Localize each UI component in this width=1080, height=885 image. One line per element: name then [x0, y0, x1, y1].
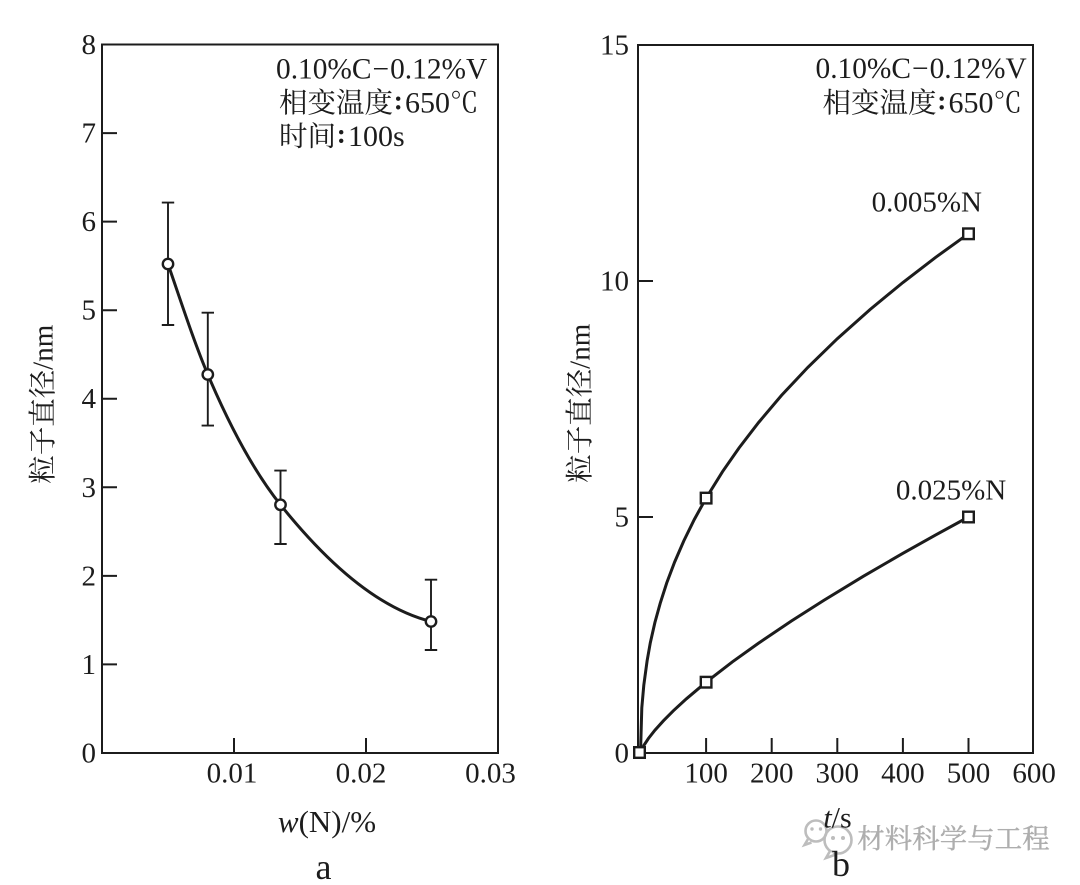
svg-text:0.03: 0.03: [465, 758, 516, 790]
svg-text:0: 0: [82, 738, 97, 770]
svg-text:200: 200: [750, 758, 794, 790]
svg-text:100: 100: [684, 758, 728, 790]
svg-text:650: 650: [405, 87, 450, 120]
svg-text:w(N)/%: w(N)/%: [278, 804, 376, 839]
svg-text:0.10%C−0.12%V: 0.10%C−0.12%V: [276, 54, 487, 86]
svg-text:0.02: 0.02: [336, 758, 387, 790]
svg-text:600: 600: [1012, 758, 1056, 790]
svg-text:b: b: [832, 844, 850, 884]
svg-text:300: 300: [816, 758, 860, 790]
svg-text:500: 500: [947, 758, 991, 790]
svg-text:1: 1: [82, 649, 97, 681]
svg-text:650: 650: [949, 87, 994, 120]
svg-text:10: 10: [600, 266, 629, 298]
svg-text:2: 2: [82, 560, 97, 592]
svg-text:/nm: /nm: [28, 324, 60, 370]
svg-text:0.005%N: 0.005%N: [872, 187, 982, 219]
svg-text:15: 15: [600, 30, 629, 62]
svg-text:100s: 100s: [348, 120, 405, 153]
svg-text:400: 400: [881, 758, 925, 790]
svg-text:5: 5: [615, 502, 630, 534]
svg-text:0.01: 0.01: [207, 758, 258, 790]
svg-text:0.025%N: 0.025%N: [896, 475, 1006, 507]
svg-text:t/s: t/s: [823, 802, 851, 835]
svg-text:0: 0: [615, 738, 630, 770]
svg-text:6: 6: [82, 206, 97, 238]
svg-text:5: 5: [82, 295, 97, 327]
svg-text:3: 3: [82, 472, 97, 504]
svg-text:a: a: [316, 847, 332, 885]
svg-text:/nm: /nm: [565, 323, 597, 369]
svg-text:0.10%C−0.12%V: 0.10%C−0.12%V: [816, 53, 1027, 85]
svg-text:7: 7: [82, 118, 97, 150]
svg-text:8: 8: [82, 29, 97, 61]
svg-text:4: 4: [82, 383, 97, 415]
